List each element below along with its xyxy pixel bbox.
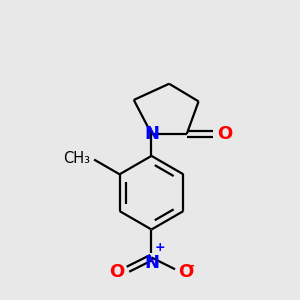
Text: CH₃: CH₃ bbox=[64, 152, 91, 166]
Text: −: − bbox=[185, 259, 196, 272]
Text: O: O bbox=[217, 125, 232, 143]
Text: +: + bbox=[154, 241, 165, 254]
Text: O: O bbox=[109, 262, 124, 280]
Text: O: O bbox=[178, 262, 194, 280]
Text: N: N bbox=[144, 125, 159, 143]
Text: N: N bbox=[144, 254, 159, 272]
